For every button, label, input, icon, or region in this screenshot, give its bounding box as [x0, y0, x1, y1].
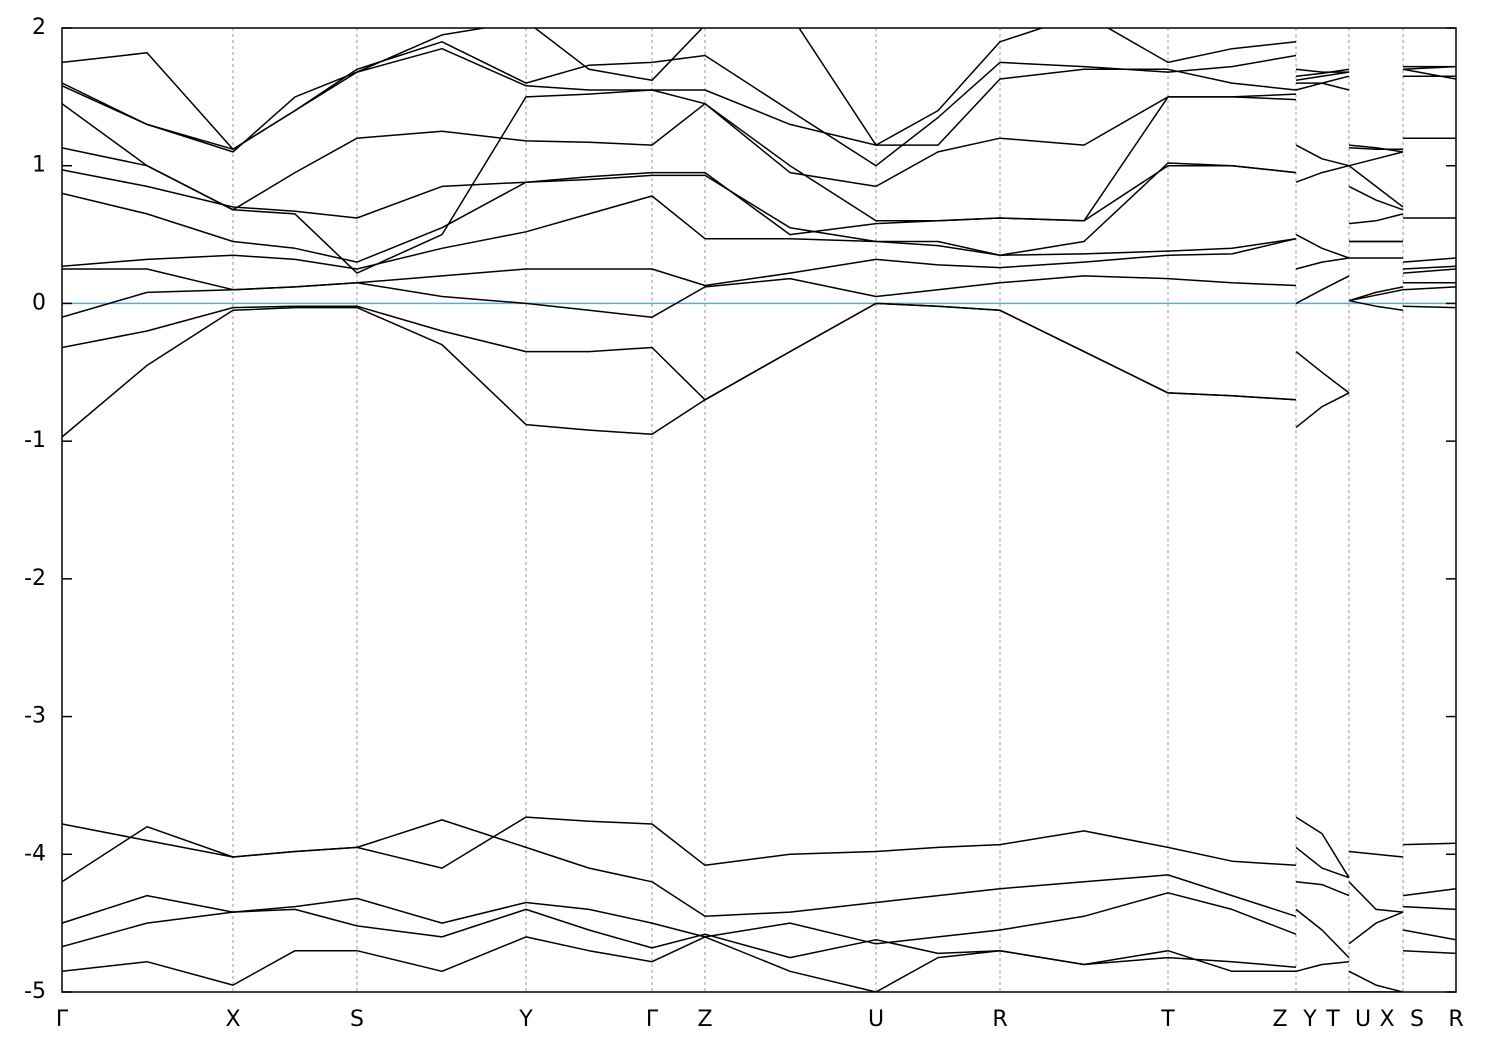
x-tick-label: S: [1410, 1007, 1424, 1032]
x-tick-label: Y: [1302, 1007, 1317, 1032]
band-line: [62, 41, 1456, 274]
x-tick-label: R: [1448, 1007, 1463, 1032]
x-tick-label: U: [868, 1007, 884, 1032]
x-tick-label: X: [1379, 1007, 1394, 1032]
band-line: [62, 162, 1456, 263]
band-line: [62, 816, 1456, 945]
band-line: [62, 237, 1456, 291]
x-tick-label: X: [225, 1007, 240, 1032]
x-tick-label: S: [350, 1007, 364, 1032]
y-tick-label: -5: [24, 979, 46, 1004]
x-tick-label: R: [992, 1007, 1007, 1032]
band-line: [62, 299, 1456, 438]
band-line: [62, 816, 1456, 918]
x-tick-label: T: [1160, 1007, 1175, 1032]
y-tick-label: 1: [32, 153, 46, 178]
grid: [61, 28, 1457, 992]
x-tick-label: Y: [518, 1007, 533, 1032]
band-line: [62, 75, 1456, 225]
band-line: [62, 275, 1456, 318]
band-line: [62, 65, 1456, 274]
bands: [62, 28, 1456, 992]
x-tick-label: Γ: [646, 1007, 659, 1032]
x-tick-label: T: [1325, 1007, 1340, 1032]
band-line: [62, 28, 1456, 150]
band-line: [62, 47, 1456, 167]
y-tick-label: -1: [24, 428, 46, 453]
x-tick-label: Z: [1272, 1007, 1287, 1032]
x-tick-label: Γ: [56, 1007, 69, 1032]
band-line: [62, 936, 1456, 992]
y-tick-label: 0: [32, 290, 46, 315]
y-tick-label: 2: [32, 15, 46, 40]
x-tick-label: U: [1355, 1007, 1371, 1032]
band-line: [62, 881, 1456, 945]
y-tick-label: -4: [24, 841, 46, 866]
band-line: [62, 286, 1456, 401]
band-line: [62, 908, 1456, 992]
y-tick-label: -2: [24, 566, 46, 591]
x-tick-label: Z: [697, 1007, 712, 1032]
band-line: [62, 137, 1456, 236]
y-tick-label: -3: [24, 704, 46, 729]
plot-frame: [61, 27, 1457, 993]
band-line: [62, 195, 1456, 270]
